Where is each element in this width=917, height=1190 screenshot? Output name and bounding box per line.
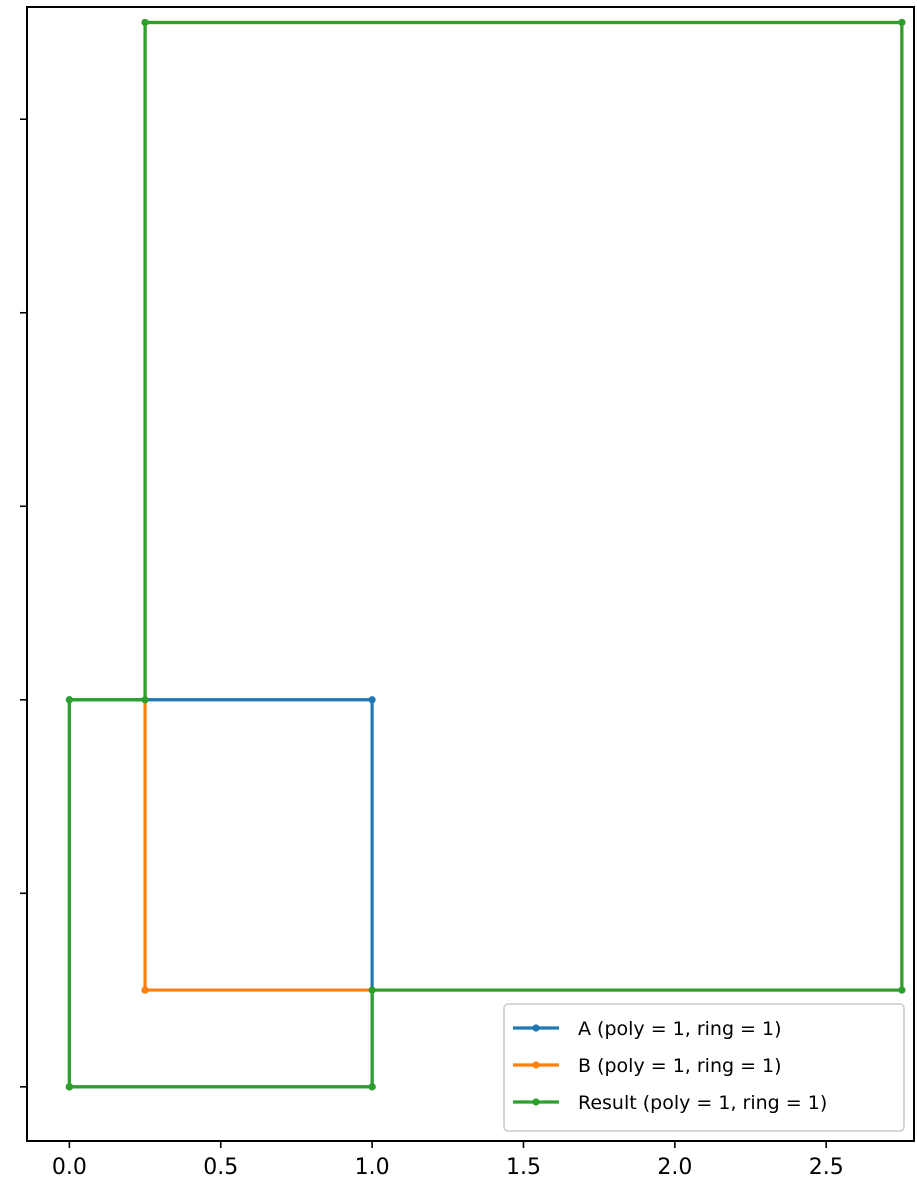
legend: A (poly = 1, ring = 1) B (poly = 1, ring …: [503, 1003, 905, 1132]
data-point: [141, 696, 149, 704]
x-tick-label: 0.0: [52, 1155, 87, 1180]
data-point: [141, 986, 149, 994]
legend-box: [503, 1003, 905, 1132]
x-tick-label: 1.5: [506, 1155, 541, 1180]
legend-label: A (poly = 1, ring = 1): [578, 1018, 782, 1040]
series-line: [143, 20, 904, 992]
legend-marker: [532, 1061, 540, 1069]
data-point: [65, 696, 73, 704]
legend-marker: [532, 1024, 540, 1032]
data-point: [368, 1083, 376, 1091]
data-point: [898, 18, 906, 27]
data-point: [898, 986, 906, 994]
series-layer: [65, 18, 906, 1091]
data-point: [141, 18, 149, 27]
legend-label: Result (poly = 1, ring = 1): [578, 1092, 827, 1114]
data-point: [368, 986, 376, 994]
data-point: [65, 1083, 73, 1091]
series-0: [65, 696, 376, 1091]
x-tick-label: 2.0: [657, 1155, 692, 1180]
legend-label: B (poly = 1, ring = 1): [578, 1055, 782, 1077]
ticks-layer: 0.0 0.5 1.0 1.5 2.0 2.5: [20, 118, 844, 1180]
series-line: [67, 698, 374, 1089]
series-1: [141, 18, 906, 994]
legend-marker: [532, 1098, 540, 1106]
series-2: [65, 18, 906, 1091]
x-tick-label: 1.0: [355, 1155, 390, 1180]
x-tick-label: 0.5: [203, 1155, 238, 1180]
x-tick-label: 2.5: [809, 1155, 844, 1180]
data-point: [368, 696, 376, 704]
series-line: [67, 20, 904, 1089]
axes-frame: [26, 6, 915, 1142]
